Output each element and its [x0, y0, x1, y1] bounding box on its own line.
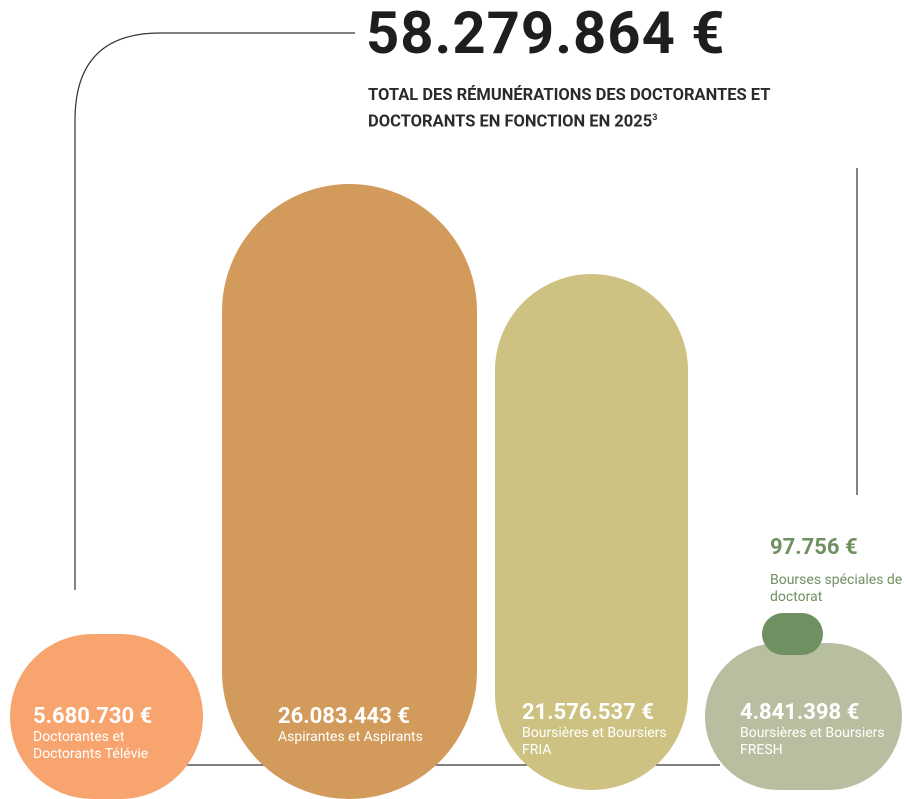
category-label: Bourses spéciales de doctorat: [770, 572, 903, 605]
value-label: 5.680.730 €: [33, 704, 153, 729]
value-label: 26.083.443 €: [278, 704, 410, 729]
bar: [10, 633, 203, 799]
footnote-mark: 3: [652, 113, 658, 123]
category-label: Boursières et Boursiers FRIA: [522, 725, 667, 758]
bar-label: 4.841.398 € Boursières et Boursiers FRESH: [740, 700, 897, 759]
value-label: 4.841.398 €: [740, 700, 860, 725]
category-label: Aspirantes et Aspirants: [278, 729, 423, 745]
bar-label: 97.756 € Bourses spéciales de doctorat: [770, 535, 906, 606]
chart-title: 58.279.864 €: [366, 0, 726, 68]
bar: [705, 643, 902, 790]
bar: [762, 612, 823, 655]
bar-label: 5.680.730 € Doctorantes et Doctorants Tél…: [33, 704, 186, 763]
bar: [495, 274, 688, 790]
chart-subtitle: TOTAL DES RÉMUNÉRATIONS DES DOCTORANTES …: [368, 84, 868, 134]
value-label: 21.576.537 €: [522, 700, 654, 725]
bar: [222, 183, 477, 799]
subtitle-text: TOTAL DES RÉMUNÉRATIONS DES DOCTORANTES …: [368, 86, 771, 132]
category-label: Doctorantes et Doctorants Télévie: [33, 729, 149, 762]
bar-label: 21.576.537 € Boursières et Boursiers FRIA: [522, 700, 675, 759]
category-label: Boursières et Boursiers FRESH: [740, 725, 885, 758]
frame-line: [74, 32, 355, 590]
value-label: 97.756 €: [770, 535, 858, 560]
bar-label: 26.083.443 € Aspirantes et Aspirants: [278, 704, 493, 746]
